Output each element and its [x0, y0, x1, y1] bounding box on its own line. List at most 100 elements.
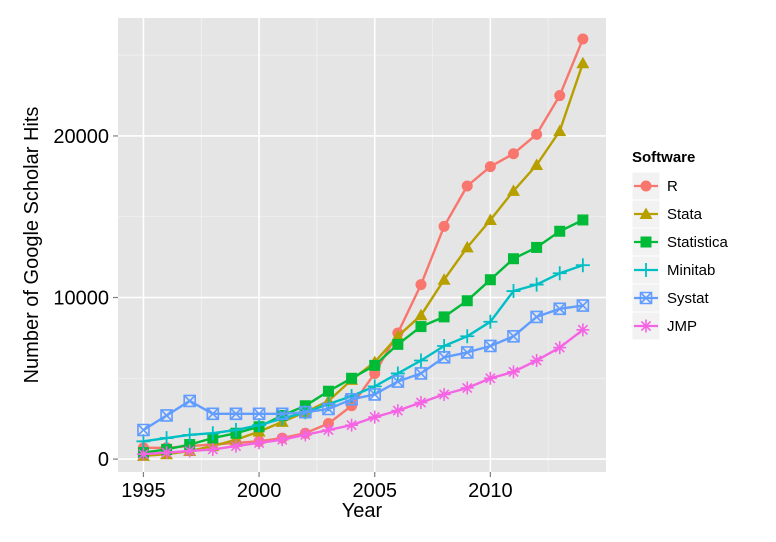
axes: 1995 2000 2005 2010 0 10000 20000 [53, 126, 512, 502]
data-point-jmp [553, 341, 567, 355]
legend-label: Systat [667, 290, 710, 307]
data-point-jmp [160, 446, 174, 460]
data-point-jmp [460, 381, 474, 395]
data-point-stata [553, 124, 567, 137]
data-point-jmp [275, 433, 289, 447]
data-point-jmp [576, 323, 590, 337]
data-point-systat [437, 350, 451, 364]
data-point-systat [206, 407, 220, 421]
legend-item-minitab: Minitab [631, 255, 715, 285]
data-point-r [461, 180, 473, 192]
data-point-r [507, 148, 519, 160]
y-tick-label: 0 [98, 449, 109, 471]
data-point-stata [437, 273, 451, 285]
data-point-systat [322, 402, 335, 416]
data-point-systat [414, 367, 428, 380]
data-point-minitab [367, 379, 382, 394]
data-point-minitab [344, 389, 359, 404]
legend-item-stata: Stata [631, 199, 703, 229]
data-point-systat [530, 310, 543, 324]
legend: Software R Stata Statistica Minitab Systat JM… [631, 149, 729, 341]
data-point-minitab [205, 426, 220, 441]
data-point-jmp [229, 439, 243, 453]
data-point-systat [160, 409, 173, 422]
data-point-statistica [415, 321, 427, 333]
data-point-statistica [531, 241, 543, 253]
y-tick-label: 20000 [53, 126, 109, 148]
data-point-systat [275, 407, 289, 421]
legend-key-marker [640, 236, 652, 248]
legend-key-marker [639, 263, 653, 277]
data-point-r [531, 128, 543, 140]
data-point-jmp [136, 447, 150, 461]
data-point-jmp [391, 404, 405, 418]
legend-key-marker [640, 180, 652, 192]
data-point-stata [576, 56, 590, 69]
x-tick-label: 1995 [121, 480, 166, 502]
data-point-jmp [414, 396, 428, 410]
data-point-statistica [369, 359, 381, 371]
data-point-systat [460, 346, 474, 359]
legend-key-marker [639, 291, 653, 305]
data-point-systat [299, 405, 312, 419]
data-point-systat [576, 299, 590, 312]
data-point-systat [484, 339, 497, 353]
x-tick-label: 2000 [237, 480, 282, 502]
data-point-r [484, 161, 496, 173]
data-point-systat [137, 423, 150, 437]
data-point-systat [183, 394, 196, 408]
x-axis-title: Year [342, 500, 383, 522]
legend-key-marker [639, 207, 653, 219]
legend-item-jmp: JMP [631, 311, 697, 341]
data-point-jmp [183, 444, 197, 458]
data-point-statistica [346, 372, 358, 384]
data-point-minitab [136, 434, 151, 449]
legend-label: Minitab [667, 262, 715, 279]
data-point-minitab [460, 329, 475, 344]
data-point-minitab [228, 422, 243, 437]
legend-key-marker [639, 319, 653, 333]
data-point-minitab [483, 314, 498, 329]
data-point-systat [507, 329, 520, 343]
data-point-r [554, 90, 566, 102]
data-point-systat [553, 302, 567, 316]
data-point-minitab [437, 338, 452, 353]
y-axis-title: Number of Google Scholar Hits [21, 107, 43, 384]
data-point-r [415, 279, 427, 291]
data-point-minitab [506, 284, 521, 299]
data-point-jmp [530, 354, 544, 368]
data-point-stata [391, 329, 405, 342]
data-point-r [438, 220, 450, 232]
data-point-stata [506, 184, 520, 196]
legend-label: Stata [667, 206, 703, 223]
legend-item-r: R [631, 171, 678, 201]
data-point-statistica [554, 225, 566, 237]
grid [118, 18, 606, 472]
data-point-jmp [206, 442, 220, 456]
data-point-jmp [437, 387, 451, 401]
data-point-minitab [182, 427, 197, 442]
data-point-jmp [483, 371, 497, 385]
data-point-minitab [529, 277, 544, 292]
data-point-systat [252, 407, 266, 421]
data-point-stata [530, 158, 544, 171]
data-point-minitab [552, 266, 567, 281]
legend-label: Statistica [667, 234, 729, 251]
legend-label: R [667, 178, 678, 195]
data-point-systat [391, 375, 405, 388]
data-point-stata [460, 240, 474, 253]
legend-title: Software [632, 149, 695, 166]
data-point-minitab [390, 366, 405, 381]
data-point-stata [414, 308, 428, 321]
data-point-statistica [484, 274, 496, 286]
series-line-systat [142, 304, 584, 432]
data-point-minitab [575, 258, 590, 273]
data-point-jmp [368, 410, 382, 424]
data-point-minitab [252, 418, 267, 433]
data-point-statistica [322, 385, 334, 397]
data-point-minitab [413, 353, 428, 368]
data-point-jmp [345, 418, 359, 432]
legend-item-systat: Systat [631, 283, 710, 313]
data-point-statistica [438, 311, 450, 323]
